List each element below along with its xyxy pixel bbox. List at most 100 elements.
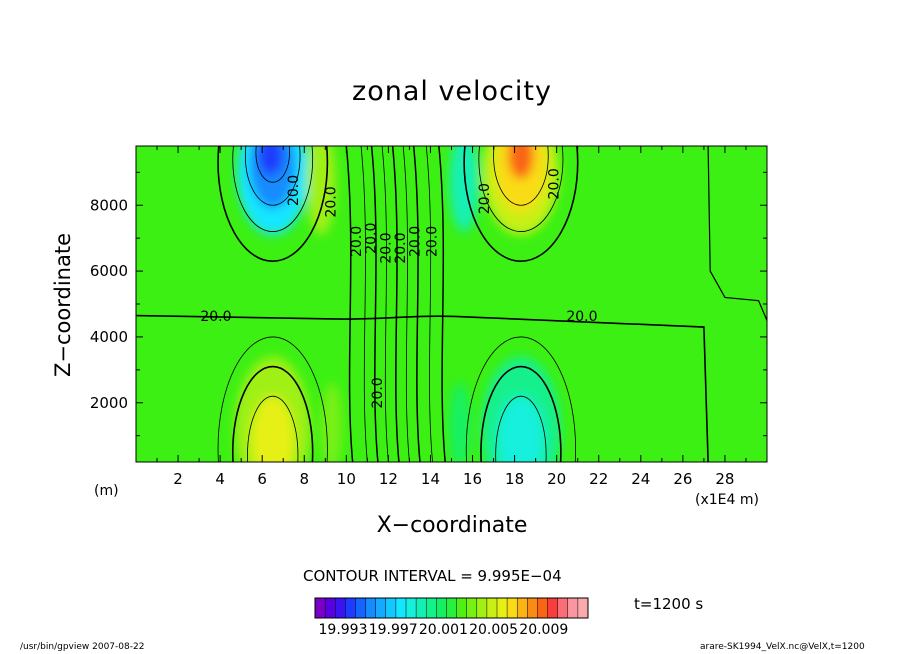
y-tick-label: 4000 xyxy=(90,328,128,346)
x-tick-label: 2 xyxy=(173,470,183,488)
y-axis: 2000 4000 6000 8000 xyxy=(90,171,767,437)
plot-area: 20.0 20.020.0 20.0 20.0 20.020.020.020.020.0… xyxy=(136,146,767,462)
contour-label: 20.0 xyxy=(349,226,365,257)
x-tick-label: 28 xyxy=(715,470,734,488)
x-axis-label: X−coordinate xyxy=(376,513,528,538)
field-blob xyxy=(449,383,471,462)
field-blob xyxy=(306,146,336,235)
contour-line xyxy=(707,146,767,321)
colorbar-swatch xyxy=(335,598,346,618)
x-tick-label: 26 xyxy=(673,470,692,488)
contour-label: 20.0 xyxy=(324,186,340,217)
colorbar-tick-label: 20.009 xyxy=(519,622,568,638)
colorbar-swatch xyxy=(456,598,468,618)
colorbar-swatch xyxy=(567,598,579,618)
colorbar-swatch xyxy=(436,598,447,618)
x-unit-right: (x1E4 m) xyxy=(695,492,759,508)
y-tick-label: 6000 xyxy=(90,262,128,280)
contour-line xyxy=(217,146,329,262)
contour-line xyxy=(247,395,299,462)
colorbar-swatch xyxy=(537,598,549,618)
colorbar-swatch xyxy=(385,598,397,618)
x-tick-label: 8 xyxy=(299,470,309,488)
colorbar: 19.993 19.997 20.001 20.005 20.009 xyxy=(314,597,589,638)
colorbar-swatch xyxy=(497,598,508,618)
colorbar-swatch xyxy=(577,598,589,618)
contour-line xyxy=(465,336,576,462)
contour-label: 20.0 xyxy=(378,232,394,263)
colorbar-tick-label: 20.001 xyxy=(419,622,468,638)
contour-lines xyxy=(136,146,767,462)
y-tick-label: 2000 xyxy=(90,394,128,412)
x-tick-label: 24 xyxy=(631,470,650,488)
colorbar-tick-label: 20.005 xyxy=(469,622,518,638)
time-label: t=1200 s xyxy=(634,595,704,613)
colorbar-swatch xyxy=(375,598,387,618)
contour-label: 20.0 xyxy=(200,309,231,325)
colorbar-swatch xyxy=(517,598,528,618)
colorbar-tick-label: 19.997 xyxy=(369,622,418,638)
colorbar-swatch xyxy=(446,598,458,618)
contour-label: 20.0 xyxy=(364,223,380,254)
contour-line xyxy=(360,146,368,462)
colorbar-swatch xyxy=(416,598,427,618)
field-blob xyxy=(321,383,343,462)
colorbar-swatch xyxy=(325,598,336,618)
contour-line xyxy=(493,146,549,206)
field-blob xyxy=(257,146,284,176)
x-unit-left: (m) xyxy=(94,483,119,499)
x-tick-label: 18 xyxy=(505,470,524,488)
contour-label: 20.0 xyxy=(393,232,409,263)
x-axis: 2 4 6 8 10 12 14 16 18 20 22 24 26 28 xyxy=(156,146,747,488)
contour-line xyxy=(136,314,709,462)
contour-line xyxy=(463,146,579,262)
contour-line xyxy=(244,146,301,206)
x-tick-label: 4 xyxy=(215,470,225,488)
x-tick-label: 12 xyxy=(379,470,398,488)
x-tick-label: 6 xyxy=(257,470,267,488)
contour-line xyxy=(478,146,564,232)
colorbar-swatch xyxy=(355,598,367,618)
contour-line xyxy=(255,146,290,183)
colorbar-swatch xyxy=(486,598,498,618)
x-tick-label: 16 xyxy=(463,470,482,488)
contour-line xyxy=(232,146,314,232)
contour-label: 20.0 xyxy=(477,183,493,214)
contour-line xyxy=(425,146,433,462)
contour-label: 20.0 xyxy=(370,377,386,408)
colorbar-swatch xyxy=(547,598,559,618)
x-tick-label: 20 xyxy=(547,470,566,488)
contour-label: 20.0 xyxy=(408,226,424,257)
colorbar-swatch xyxy=(557,598,569,618)
footer-left: /usr/bin/gpview 2007-08-22 xyxy=(20,642,145,652)
contour-line xyxy=(495,395,547,462)
contour-label: 20.0 xyxy=(425,226,441,257)
colorbar-frame xyxy=(314,597,589,619)
contour-label: 20.0 xyxy=(286,175,302,206)
contour-line xyxy=(402,146,410,462)
contour-line xyxy=(412,146,421,462)
x-tick-label: 10 xyxy=(337,470,356,488)
contour-line xyxy=(370,146,379,462)
y-tick-label: 8000 xyxy=(90,196,128,214)
contour-line xyxy=(217,336,328,462)
contour-line xyxy=(480,365,562,462)
field-blob xyxy=(497,396,545,462)
contour-label: 20.0 xyxy=(566,309,597,325)
contour-line xyxy=(391,146,400,462)
contour-line xyxy=(345,146,354,462)
contour-line xyxy=(231,365,314,462)
footer-right: arare-SK1994_VelX.nc@VelX,t=1200 xyxy=(700,642,865,652)
colorbar-swatch xyxy=(406,598,417,618)
chart-title: zonal velocity xyxy=(352,76,552,107)
field-blob xyxy=(508,146,534,179)
x-tick-label: 22 xyxy=(589,470,608,488)
colorbar-swatch xyxy=(315,598,326,618)
colorbar-swatch xyxy=(466,598,478,618)
contour-line xyxy=(381,146,389,462)
colorbar-swatch xyxy=(365,598,377,618)
x-tick-label: 14 xyxy=(421,470,440,488)
contour-labels: 20.0 20.020.0 20.0 20.0 20.020.020.020.020.0… xyxy=(200,168,597,408)
colorbar-swatch xyxy=(426,598,437,618)
